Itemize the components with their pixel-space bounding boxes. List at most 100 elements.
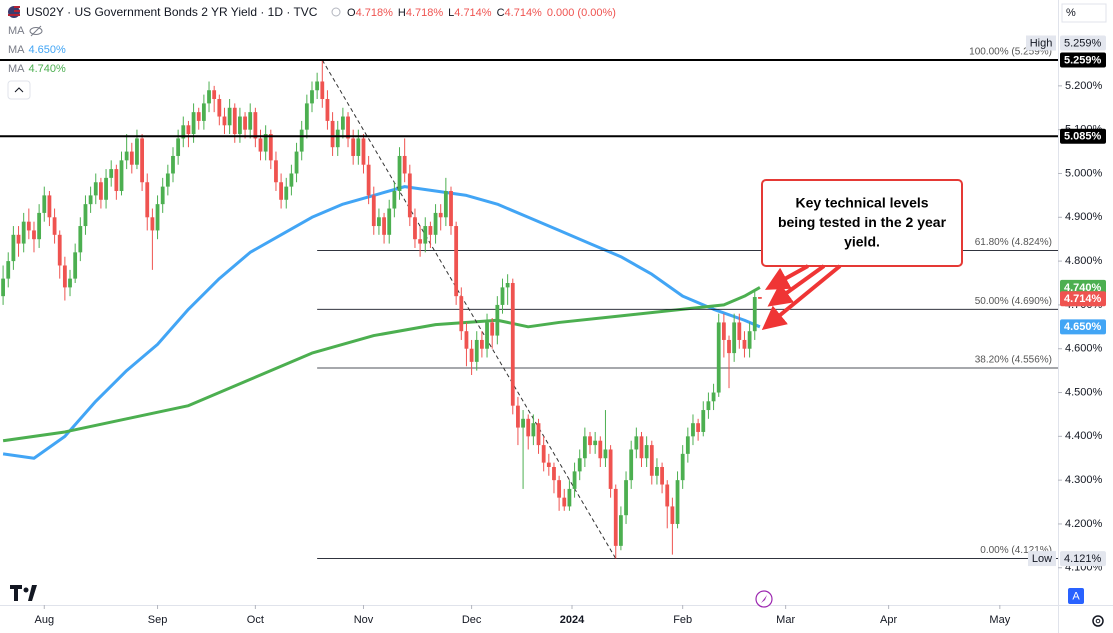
moving-average-line [2, 185, 761, 460]
candle-body [325, 99, 330, 121]
candle-body [73, 252, 78, 279]
candle-body [644, 445, 649, 459]
y-tick-label: 4.200% [1065, 518, 1103, 530]
candle-body [387, 208, 392, 235]
candle-body [47, 195, 52, 218]
arrow [767, 264, 826, 307]
x-tick-label: Nov [354, 614, 374, 626]
candle-body [531, 423, 536, 437]
ma-tag-bg [1060, 279, 1106, 295]
candle-body [289, 173, 294, 187]
annotation-box [761, 179, 963, 267]
candle-body [691, 423, 695, 437]
ma-name: MA [8, 44, 25, 56]
candle-body [346, 116, 350, 139]
candle-body [495, 304, 500, 336]
candle-body [505, 283, 510, 288]
y-tick-label: 4.600% [1065, 343, 1103, 355]
candle-body [593, 440, 598, 446]
candle-body [57, 234, 62, 266]
high-tag: 5.259% [1064, 37, 1102, 49]
candle-body [294, 151, 299, 174]
y-tick-label: 4.500% [1065, 386, 1103, 398]
candle-body [438, 212, 443, 218]
candle-body [140, 138, 144, 183]
x-tick-label: Dec [462, 614, 482, 626]
candle-body [186, 125, 191, 135]
auto-scale-button[interactable] [1068, 588, 1084, 604]
candle-body [1, 278, 5, 297]
collapse-button[interactable] [7, 80, 31, 100]
candle-body [114, 169, 119, 192]
level-tag-bg [1060, 128, 1106, 144]
candle-body [485, 322, 489, 349]
gear-hub [1095, 618, 1101, 624]
candle-body [418, 239, 423, 244]
ma-value: 4.740% [29, 63, 67, 75]
replay-icon[interactable] [755, 590, 773, 608]
candle-body [742, 339, 747, 349]
candle-body [521, 418, 525, 428]
candle-body [665, 484, 670, 507]
candle-body [608, 449, 613, 489]
candle-body [109, 169, 114, 178]
logo-dot [23, 587, 29, 593]
candle-body [500, 287, 505, 305]
candle-body [382, 217, 386, 235]
fib-level-label: 0.00% (4.121%) [980, 545, 1052, 556]
replay-bolt [761, 595, 767, 603]
candle-body [536, 423, 541, 446]
candle-body [510, 283, 515, 406]
candle-body [258, 138, 263, 152]
ma-value: 4.650% [29, 44, 67, 56]
percent-button[interactable] [1061, 3, 1107, 23]
candle-body [371, 195, 376, 227]
annotation-text: yield. [844, 234, 880, 250]
x-tick-label: Aug [34, 614, 54, 626]
arrow [761, 264, 842, 331]
candle-body [670, 506, 675, 524]
candle-body [624, 480, 628, 516]
last-price-tag: 4.714% [1064, 293, 1102, 305]
y-tick-label: 4.800% [1065, 255, 1103, 267]
chart-title: US02Y · US Government Bonds 2 YR Yield ·… [26, 5, 318, 19]
high-name: High [1030, 37, 1053, 49]
fib-level-label: 100.00% (5.259%) [969, 47, 1052, 58]
candle-body [207, 90, 211, 104]
candle-body [649, 445, 654, 476]
candle-body [716, 322, 721, 393]
candle-body [222, 116, 227, 126]
candle-body [78, 226, 83, 253]
quote-value: 4.718% [356, 7, 394, 19]
candle-body [634, 436, 639, 450]
y-tick-label: 4.400% [1065, 430, 1103, 442]
candle-body [310, 90, 314, 104]
candle-body [546, 462, 551, 468]
candle-body [454, 226, 459, 297]
fib-level-label: 61.80% (4.824%) [975, 237, 1052, 248]
quote-change: 0.000 (0.00%) [547, 7, 616, 19]
annotation-text: Key technical levels [795, 195, 928, 211]
candle-body [629, 449, 634, 481]
level-tag: 5.085% [1064, 131, 1102, 143]
candle-body [99, 182, 103, 200]
settings-icon[interactable] [1092, 615, 1104, 627]
low-tag-bg [1060, 551, 1106, 567]
ma-tag: 4.740% [1064, 282, 1102, 294]
candle-body [93, 182, 98, 196]
candle-body [135, 138, 139, 165]
percent-label: % [1066, 7, 1076, 19]
time-axis-bg [0, 605, 1058, 633]
candle-body [598, 440, 603, 459]
eye-off-icon[interactable] [29, 25, 43, 37]
candle-body [443, 191, 448, 218]
x-tick-label: Oct [247, 614, 264, 626]
candle-body [196, 112, 201, 121]
candle-body [526, 418, 531, 437]
low-name: Low [1032, 553, 1052, 565]
candle-body [479, 339, 484, 349]
auto-scale-label: A [1072, 590, 1080, 602]
candle-body [675, 480, 680, 524]
candle-body [351, 138, 356, 156]
level-tag: 5.259% [1064, 54, 1102, 66]
